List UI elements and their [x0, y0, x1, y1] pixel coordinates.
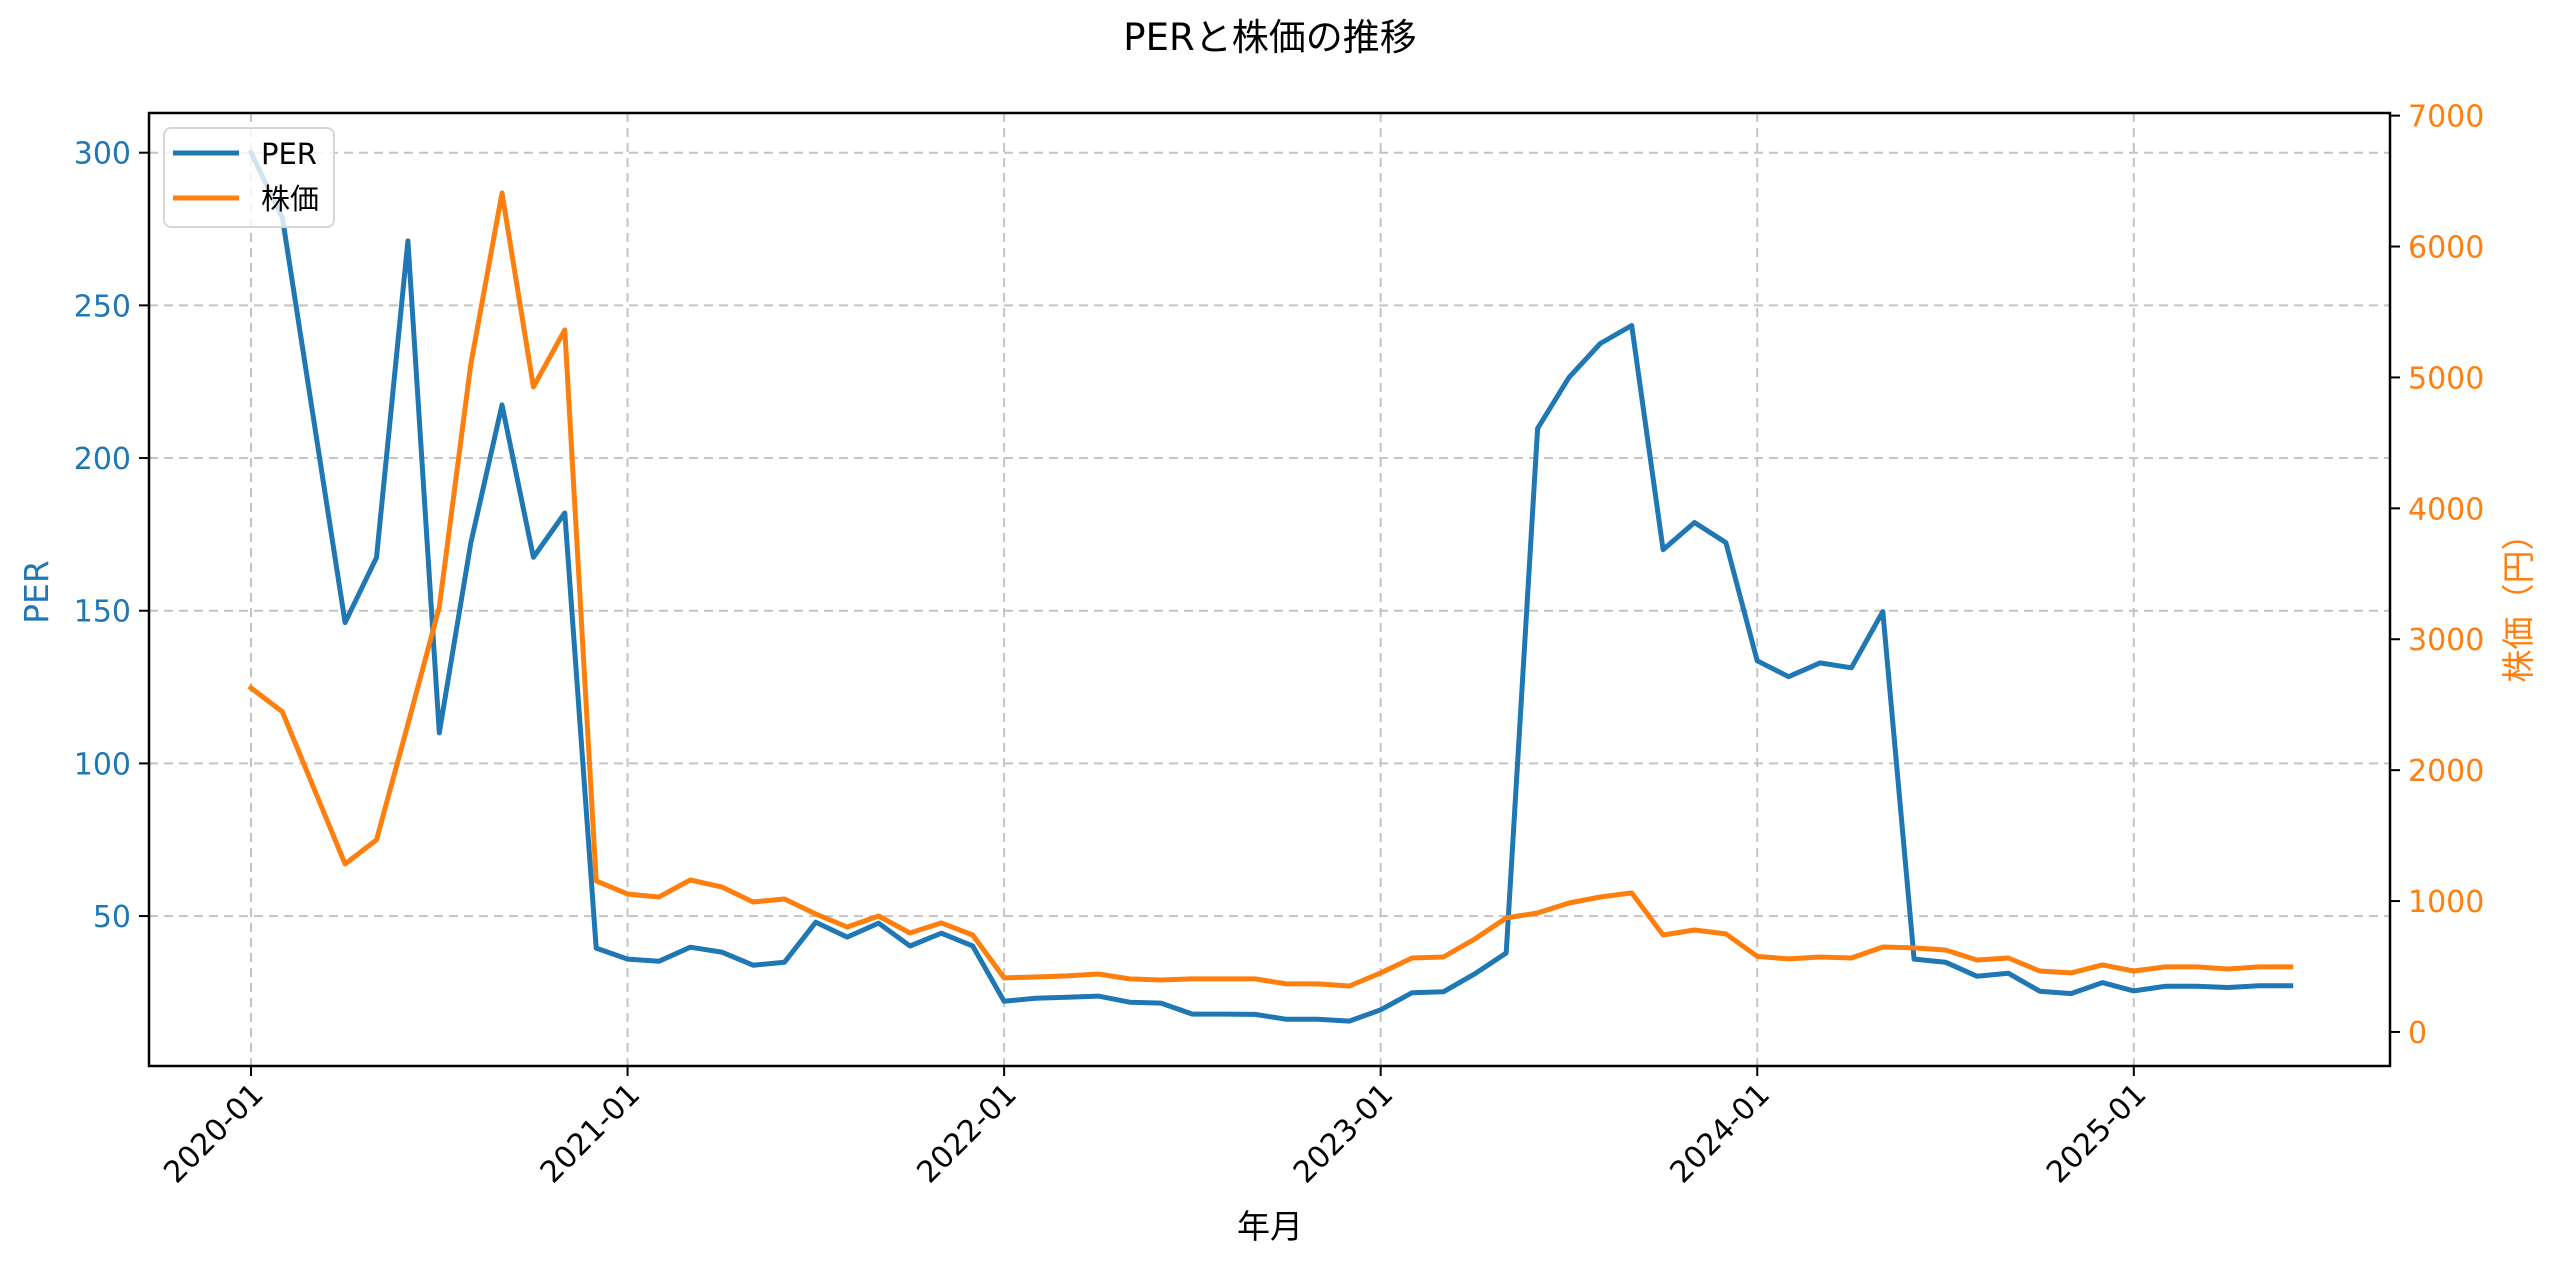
price-line: [247, 190, 2294, 989]
right-tick-label: 0: [2408, 1016, 2427, 1051]
x-tick-label: 2023-01: [1287, 1077, 1400, 1190]
x-tick-label: 2021-01: [534, 1077, 647, 1190]
right-y-axis-label: 株価（円）: [2499, 518, 2538, 683]
right-tick-label: 4000: [2408, 492, 2484, 527]
x-tick-label: 2024-01: [1664, 1077, 1777, 1190]
per-line: [247, 149, 2294, 1024]
left-tick-label: 50: [93, 900, 131, 935]
right-tick-label: 2000: [2408, 754, 2484, 789]
left-tick-label: 300: [74, 137, 131, 172]
right-tick-label: 3000: [2408, 623, 2484, 658]
left-y-axis-label: PER: [17, 560, 56, 624]
legend: PER 株価: [163, 127, 335, 228]
grid-lines: [149, 113, 2390, 1066]
left-tick-label: 100: [74, 747, 131, 782]
x-tick-label: 2020-01: [157, 1077, 270, 1190]
x-axis: 2020-01 2021-01 2022-01 2023-01 2024-01 2025-…: [157, 1066, 2153, 1190]
chart-title: PERと株価の推移: [1123, 16, 1416, 59]
right-tick-label: 1000: [2408, 885, 2484, 920]
left-y-axis: 50 100 150 200 250 300: [74, 137, 149, 935]
legend-label-price: 株価: [261, 182, 319, 216]
x-tick-label: 2022-01: [910, 1077, 1023, 1190]
x-axis-label: 年月: [1237, 1207, 1303, 1246]
series-lines: [247, 149, 2294, 1024]
right-y-axis: 0 1000 2000 3000 4000 5000 6000 7000: [2390, 100, 2484, 1051]
plot-frame: [147, 111, 2392, 1068]
left-tick-label: 150: [74, 595, 131, 630]
x-tick-label: 2025-01: [2040, 1077, 2153, 1190]
left-tick-label: 250: [74, 289, 131, 324]
right-tick-label: 6000: [2408, 231, 2484, 266]
left-tick-label: 200: [74, 442, 131, 477]
right-tick-label: 5000: [2408, 361, 2484, 396]
legend-label-per: PER: [261, 137, 317, 171]
right-tick-label: 7000: [2408, 100, 2484, 135]
